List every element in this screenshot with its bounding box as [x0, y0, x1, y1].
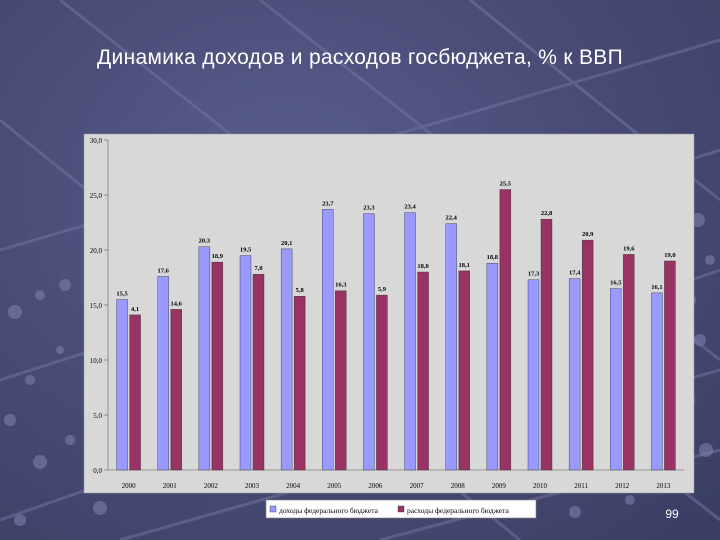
data-label: 18,1 [459, 262, 470, 269]
bar-revenue [486, 263, 499, 471]
data-label: 4,1 [131, 306, 139, 313]
y-tick-label: 15,0 [90, 302, 103, 310]
bar-revenue [116, 299, 128, 471]
x-tick-label: 2013 [656, 482, 671, 490]
bar-revenue [322, 209, 334, 471]
bar-expense [499, 189, 512, 471]
data-label: 7,8 [254, 265, 263, 272]
bar-revenue [651, 292, 663, 471]
data-label: 16,1 [651, 284, 662, 291]
data-label: 20,9 [582, 231, 594, 238]
data-label: 19,6 [623, 245, 635, 252]
y-tick-label: 25,0 [90, 192, 103, 200]
data-label: 15,5 [116, 291, 128, 298]
data-label: 17,4 [569, 270, 581, 277]
x-tick-label: 2005 [327, 482, 342, 490]
bar-expense [458, 270, 470, 471]
bar-revenue [527, 279, 540, 471]
bar-expense [540, 218, 553, 471]
data-label: 18,8 [487, 254, 499, 261]
data-label: 17,6 [158, 267, 170, 274]
bar-expense [623, 254, 635, 471]
bar-expense [376, 294, 388, 471]
data-label: 22,8 [541, 210, 553, 217]
x-tick-label: 2010 [533, 482, 548, 490]
data-label: 16,3 [335, 282, 347, 289]
y-axis-ticks: 0,0 5,0 10,0 15,0 20,0 25,0 30,0 [90, 137, 108, 475]
data-label: 25,5 [500, 181, 512, 188]
x-tick-label: 2000 [122, 482, 137, 490]
bar-expense [170, 309, 182, 471]
legend-label-revenue: доходы федерального бюджета [279, 506, 379, 515]
bar-revenue [610, 288, 622, 471]
data-label: 14,6 [171, 300, 183, 307]
data-label: 5,8 [296, 287, 305, 294]
chart-legend: доходы федерального бюджета расходы феде… [265, 499, 537, 519]
data-label: 20,3 [199, 238, 211, 245]
data-label: 18,9 [212, 253, 224, 260]
bar-revenue [363, 213, 375, 471]
data-label: 19,5 [240, 247, 252, 254]
x-tick-label: 2003 [245, 482, 260, 490]
legend-swatch-expense [397, 505, 405, 513]
page-number: 99 [665, 507, 679, 521]
data-label: 5,9 [378, 286, 387, 293]
bar-expense [293, 296, 306, 471]
bar-expense [335, 290, 347, 471]
data-label: 18,0 [417, 263, 428, 270]
x-tick-label: 2004 [286, 482, 301, 490]
bar-revenue [568, 278, 581, 471]
data-label: 23,7 [322, 200, 334, 207]
data-label: 23,4 [404, 204, 416, 211]
x-tick-label: 2002 [204, 482, 219, 490]
x-tick-label: 2006 [368, 482, 383, 490]
legend-swatch-revenue [269, 505, 277, 513]
bar-revenue [239, 255, 252, 471]
bar-expense [211, 261, 224, 471]
x-tick-label: 2009 [492, 482, 507, 490]
y-tick-label: 30,0 [90, 137, 103, 145]
y-tick-label: 10,0 [90, 357, 103, 365]
legend-label-expense: расходы федерального бюджета [407, 506, 509, 515]
data-label: 20,1 [281, 240, 292, 247]
bar-revenue [157, 276, 169, 471]
bar-expense [664, 260, 676, 471]
bar-expense [252, 274, 265, 471]
bar-expense [581, 239, 594, 471]
x-tick-label: 2008 [451, 482, 466, 490]
data-label: 16,5 [610, 280, 622, 287]
bar-revenue [280, 248, 293, 471]
data-label: 17,3 [528, 271, 540, 278]
x-tick-label: 2007 [410, 482, 425, 490]
data-label: 22,4 [446, 215, 458, 222]
y-tick-label: 5,0 [93, 412, 102, 420]
x-axis-tick-labels: 2000 2001 2002 2003 2004 2005 2006 2007 2008 2009… [122, 482, 671, 490]
bar-revenue [445, 223, 457, 471]
x-tick-label: 2012 [615, 482, 630, 490]
slide-title: Динамика доходов и расходов госбюджета, … [97, 46, 623, 69]
y-tick-label: 20,0 [90, 247, 103, 255]
y-tick-label: 0,0 [93, 467, 102, 475]
bar-expense [417, 271, 429, 471]
bar-revenue [198, 246, 211, 471]
x-tick-label: 2001 [163, 482, 178, 490]
x-tick-label: 2011 [574, 482, 588, 490]
bar-revenue [404, 212, 416, 471]
chart-bars: 15,5 4,1 17,6 14,6 20,3 18,9 19,5 7,8 20,1 5,8 23,… [116, 181, 676, 471]
data-label: 23,3 [363, 205, 375, 212]
data-label: 19,0 [664, 252, 675, 259]
bar-expense [129, 314, 141, 471]
